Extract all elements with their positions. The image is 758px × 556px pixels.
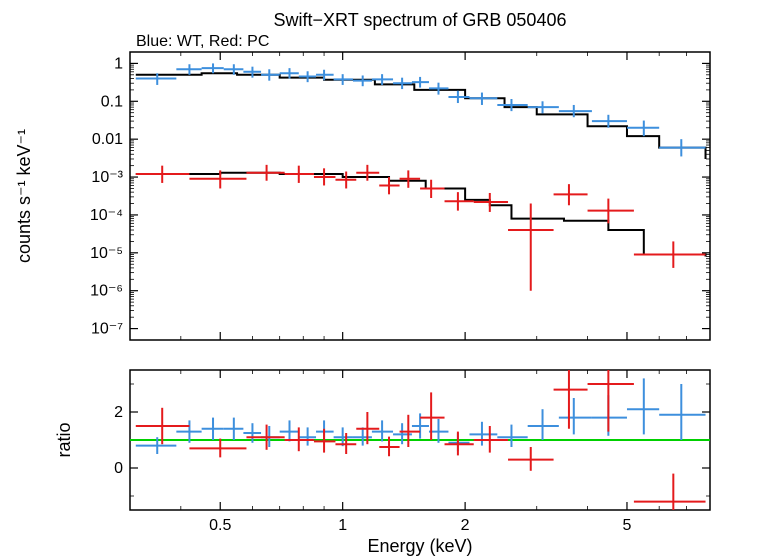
ytick-label: 1 bbox=[114, 55, 123, 72]
ytick-label: 10⁻⁶ bbox=[90, 283, 123, 300]
ytick-label: 0.1 bbox=[101, 93, 123, 110]
chart-svg: Swift−XRT spectrum of GRB 050406 Blue: WT… bbox=[0, 0, 758, 556]
xlabel: Energy (keV) bbox=[367, 536, 472, 556]
bottom-data-group bbox=[130, 328, 710, 524]
ytick-label-bot: 2 bbox=[114, 404, 123, 421]
xtick-label: 0.5 bbox=[209, 517, 231, 534]
ytick-label: 10⁻⁴ bbox=[90, 207, 123, 224]
chart-container: Swift−XRT spectrum of GRB 050406 Blue: WT… bbox=[0, 0, 758, 556]
ytick-label: 10⁻⁵ bbox=[90, 245, 123, 262]
top-panel-frame bbox=[130, 52, 710, 340]
xtick-label: 2 bbox=[461, 517, 470, 534]
chart-title: Swift−XRT spectrum of GRB 050406 bbox=[274, 10, 567, 30]
xtick-label: 1 bbox=[338, 517, 347, 534]
ytick-label: 10⁻⁷ bbox=[91, 321, 123, 338]
ylabel-bottom: ratio bbox=[54, 422, 74, 457]
top-data-group bbox=[136, 63, 706, 290]
chart-subtitle: Blue: WT, Red: PC bbox=[136, 33, 269, 50]
ytick-label: 0.01 bbox=[92, 131, 123, 148]
model-line bbox=[136, 173, 706, 257]
ylabel-top: counts s⁻¹ keV⁻¹ bbox=[14, 129, 34, 263]
xtick-label: 5 bbox=[623, 517, 632, 534]
ytick-label-bot: 0 bbox=[114, 460, 123, 477]
ytick-label: 10⁻³ bbox=[91, 169, 123, 186]
